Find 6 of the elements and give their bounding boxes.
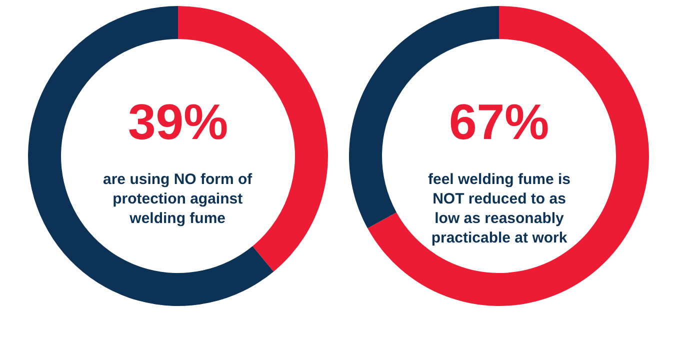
donut-slice bbox=[28, 6, 274, 306]
text: feel welding fume is NOT reduced to as low as reasonably practicable at work bbox=[428, 171, 571, 246]
text: 67% bbox=[449, 94, 550, 150]
text: are using NO form of protection against welding fume bbox=[103, 171, 254, 227]
text: 39% bbox=[128, 94, 228, 150]
donut-slice bbox=[368, 6, 649, 306]
